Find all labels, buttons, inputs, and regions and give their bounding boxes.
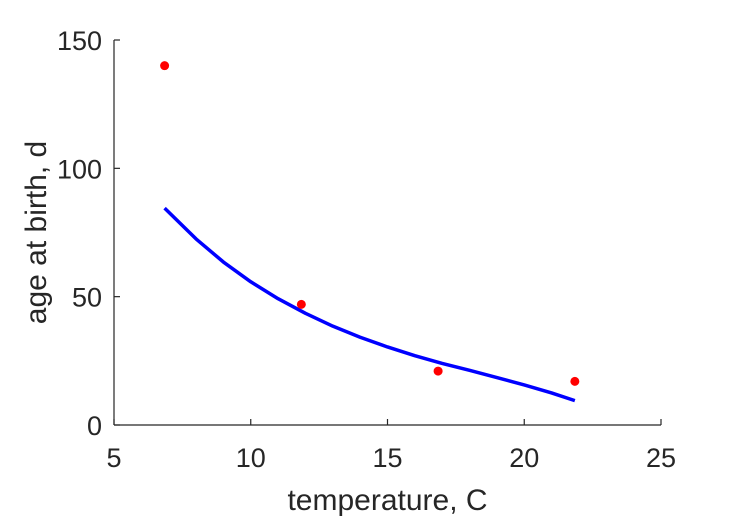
y-tick-label: 150 xyxy=(57,26,102,56)
y-tick-label: 0 xyxy=(87,411,102,441)
y-tick-label: 50 xyxy=(72,283,102,313)
x-tick-label: 5 xyxy=(106,443,121,473)
data-point xyxy=(296,299,306,309)
series xyxy=(160,61,580,403)
x-tick-label: 25 xyxy=(646,443,676,473)
x-tick-label: 15 xyxy=(372,443,402,473)
data-point xyxy=(160,61,170,71)
data-point xyxy=(570,376,580,386)
ticks: 5 10 15 20 25 0 50 100 150 xyxy=(57,26,676,473)
y-tick-label: 100 xyxy=(57,154,102,184)
x-axis-title: temperature, C xyxy=(287,484,487,517)
data-point xyxy=(433,366,443,376)
x-tick-label: 10 xyxy=(236,443,266,473)
x-tick-label: 20 xyxy=(509,443,539,473)
y-axis-title: age at birth, d xyxy=(20,141,53,324)
axes xyxy=(113,40,661,426)
model-curve xyxy=(163,206,576,403)
